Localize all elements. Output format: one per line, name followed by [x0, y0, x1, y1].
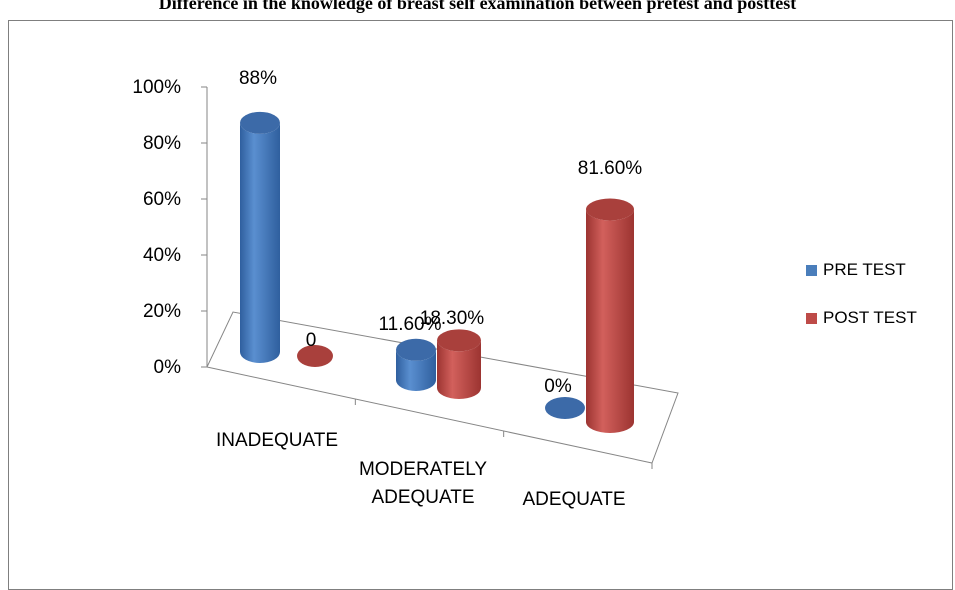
- bar-body: [586, 209, 634, 433]
- x-category-label: ADEQUATE: [371, 487, 474, 508]
- legend-label-pre-test: PRE TEST: [823, 260, 906, 279]
- labels-layer: 88% 11.60% 0% 0 18.30% 81.60%: [239, 68, 642, 397]
- y-tick-label: 0%: [154, 357, 182, 378]
- bar-top: [240, 111, 280, 134]
- data-label-0-0: 88%: [239, 68, 277, 89]
- bar-0-1: [396, 338, 436, 391]
- x-category-label: MODERATELY: [359, 459, 487, 480]
- bar-0-2: [545, 397, 585, 419]
- bar-1-2: [586, 198, 634, 433]
- y-tick-label: 40%: [143, 245, 181, 266]
- bar-body: [240, 122, 280, 364]
- x-category-label: INADEQUATE: [216, 430, 338, 451]
- legend-item-post-test: POST TEST: [806, 306, 917, 330]
- data-label-0-1: 11.60%: [378, 314, 441, 335]
- legend-swatch-pre-test: [806, 264, 817, 276]
- data-label-1-2: 81.60%: [578, 158, 643, 179]
- bar-top: [437, 329, 481, 352]
- legend: PRE TEST POST TEST: [806, 258, 917, 354]
- bar-1-1: [437, 329, 481, 399]
- y-tick-label: 100%: [132, 77, 181, 98]
- bar-top: [545, 397, 585, 419]
- bar-1-0: [297, 345, 333, 367]
- x-category-label: ADEQUATE: [522, 489, 625, 510]
- chart-frame: [8, 20, 953, 590]
- data-label-0-2: 0%: [544, 376, 572, 397]
- data-label-1-1: 18.30%: [420, 308, 485, 329]
- bar-body: [396, 349, 436, 391]
- axes-layer: 0% 20% 40% 60% 80% 100% INADEQUATE MODERATELY AD…: [132, 77, 679, 510]
- y-tick-label: 60%: [143, 189, 181, 210]
- y-tick-label: 80%: [143, 133, 181, 154]
- legend-swatch-post-test: [806, 312, 817, 324]
- bar-top: [396, 338, 436, 361]
- bar-0-0: [240, 111, 280, 364]
- legend-item-pre-test: PRE TEST: [806, 258, 917, 282]
- bars-layer: [240, 111, 634, 433]
- legend-label-post-test: POST TEST: [823, 308, 917, 327]
- bar-body: [437, 340, 481, 399]
- page-title: Difference in the knowledge of breast se…: [158, 0, 797, 13]
- y-tick-label: 20%: [143, 301, 181, 322]
- bar-top: [297, 345, 333, 367]
- data-label-1-0: 0: [306, 330, 317, 351]
- bar-top: [586, 198, 634, 221]
